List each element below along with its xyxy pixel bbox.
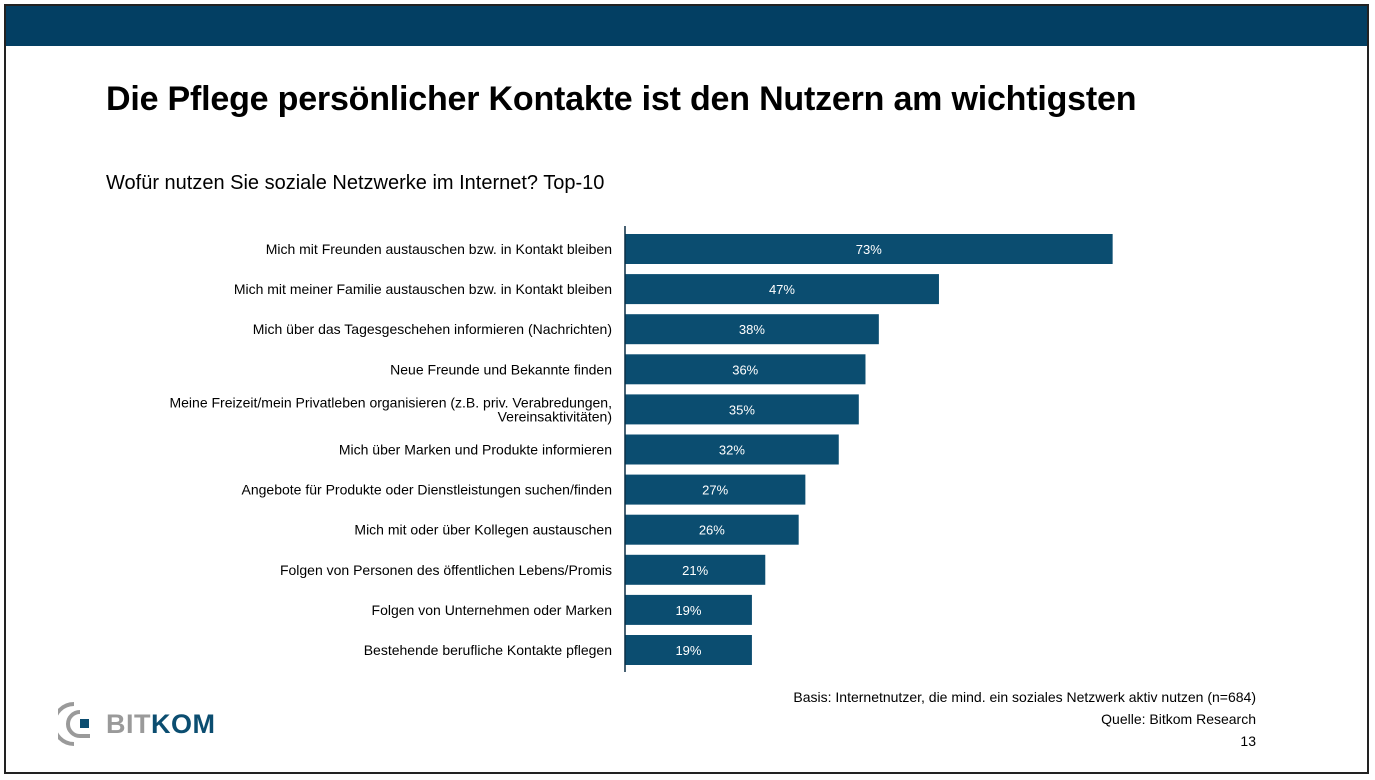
category-label-line: Bestehende berufliche Kontakte pflegen [364, 642, 612, 658]
footnote-source: Quelle: Bitkom Research [1101, 711, 1256, 727]
value-label-0: 73% [856, 242, 882, 257]
category-label-1: Mich mit meiner Familie austauschen bzw.… [234, 281, 612, 297]
category-label-4: Meine Freizeit/mein Privatleben organisi… [169, 394, 612, 424]
category-label-line: Mich über das Tagesgeschehen informieren… [253, 321, 612, 337]
category-label-line: Mich mit meiner Familie austauschen bzw.… [234, 281, 612, 297]
logo-text-bit: BIT [106, 708, 151, 739]
bar-0 [625, 234, 1113, 264]
bar-6 [625, 474, 806, 505]
bar-8 [625, 554, 766, 585]
value-label-1: 47% [769, 282, 795, 297]
bar-4 [625, 394, 859, 425]
bar-2 [625, 314, 879, 345]
value-label-5: 32% [719, 443, 745, 458]
bitkom-logo-icon [58, 702, 90, 746]
bar-3 [625, 354, 866, 385]
value-label-4: 35% [729, 402, 755, 417]
value-label-2: 38% [739, 322, 765, 337]
value-label-7: 26% [699, 523, 725, 538]
category-label-line: Mich mit Freunden austauschen bzw. in Ko… [266, 241, 612, 257]
value-label-3: 36% [732, 362, 758, 377]
category-label-2: Mich über das Tagesgeschehen informieren… [253, 321, 612, 337]
value-label-9: 19% [675, 603, 701, 618]
category-label-3: Neue Freunde und Bekannte finden [390, 361, 612, 377]
slide-title: Die Pflege persönlicher Kontakte ist den… [106, 80, 1137, 118]
category-label-6: Angebote für Produkte oder Dienstleistun… [242, 482, 612, 498]
footnote-basis: Basis: Internetnutzer, die mind. ein soz… [793, 689, 1256, 705]
bar-10 [625, 635, 752, 665]
category-label-9: Folgen von Unternehmen oder Marken [372, 602, 612, 618]
category-label-8: Folgen von Personen des öffentlichen Leb… [280, 562, 612, 578]
category-label-line: Angebote für Produkte oder Dienstleistun… [242, 482, 612, 498]
category-label-line: Mich mit oder über Kollegen austauschen [354, 522, 612, 538]
category-label-line: Vereinsaktivitäten) [498, 408, 612, 424]
page-number: 13 [1240, 733, 1256, 749]
value-label-6: 27% [702, 483, 728, 498]
category-label-5: Mich über Marken und Produkte informiere… [339, 442, 612, 458]
bar-7 [625, 514, 799, 545]
category-label-10: Bestehende berufliche Kontakte pflegen [364, 642, 612, 658]
category-label-line: Folgen von Personen des öffentlichen Leb… [280, 562, 612, 578]
bar-1 [625, 274, 939, 305]
header-bar [6, 6, 1367, 46]
category-label-7: Mich mit oder über Kollegen austauschen [354, 522, 612, 538]
logo-text-kom: KOM [151, 708, 216, 739]
chart-subtitle: Wofür nutzen Sie soziale Netzwerke im In… [106, 172, 605, 194]
value-label-10: 19% [675, 643, 701, 658]
category-label-line: Meine Freizeit/mein Privatleben organisi… [169, 394, 612, 410]
category-label-line: Folgen von Unternehmen oder Marken [372, 602, 612, 618]
bars-layer: 73% Mich mit Freunden austauschen bzw. in… [169, 234, 1113, 665]
category-label-0: Mich mit Freunden austauschen bzw. in Ko… [266, 241, 612, 257]
bar-9 [625, 594, 752, 625]
category-label-line: Neue Freunde und Bekannte finden [390, 361, 612, 377]
bitkom-logo: BITKOM [58, 700, 216, 748]
bitkom-wordmark: BITKOM [106, 709, 216, 740]
bar-5 [625, 434, 839, 465]
value-label-8: 21% [682, 563, 708, 578]
category-label-line: Mich über Marken und Produkte informiere… [339, 442, 612, 458]
